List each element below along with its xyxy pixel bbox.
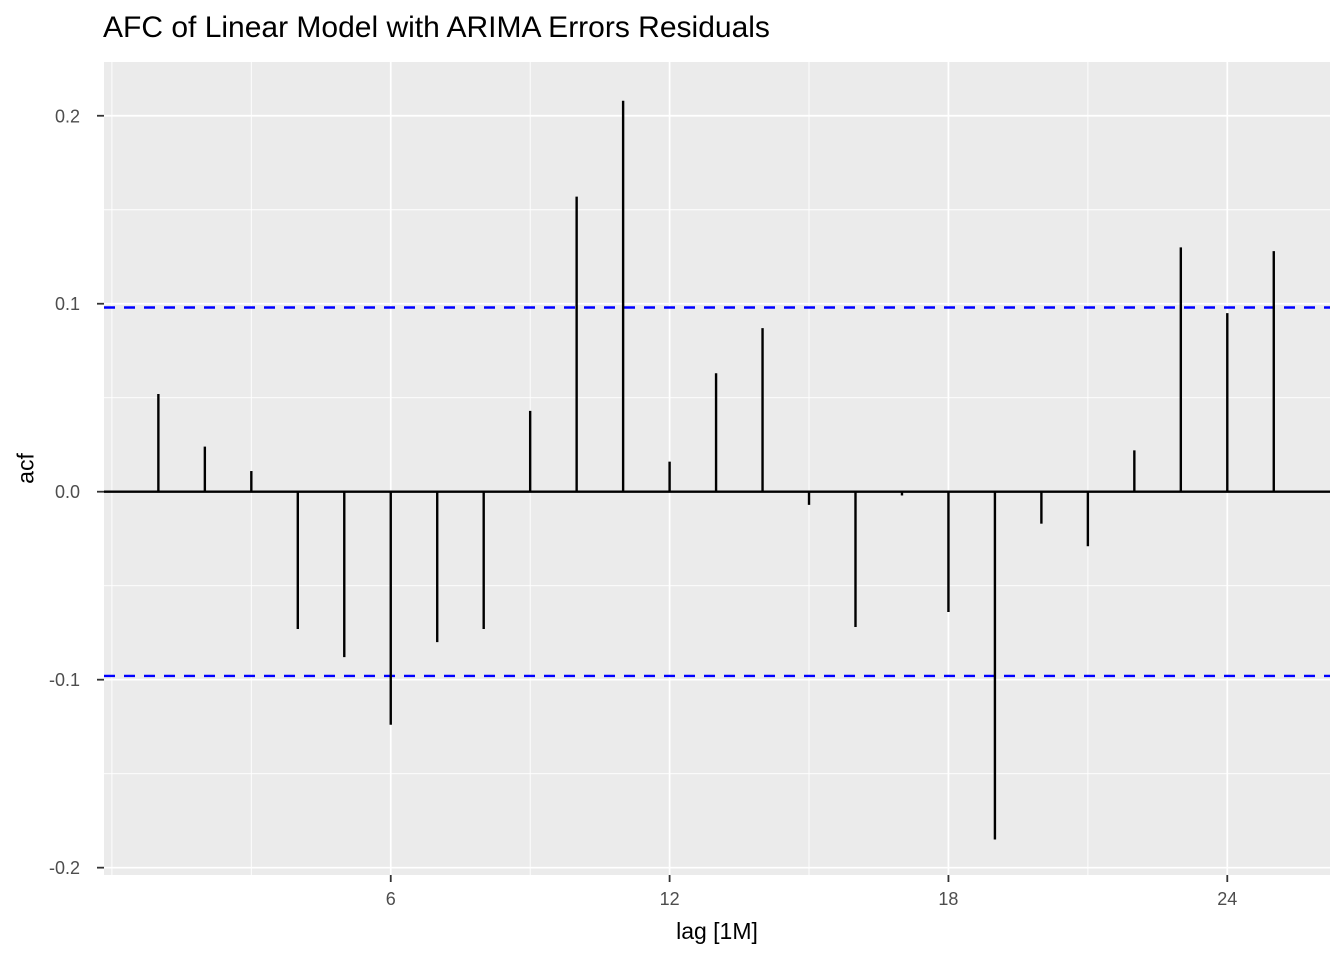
- x-axis-title: lag [1M]: [676, 918, 758, 944]
- y-tick-label: -0.2: [49, 858, 80, 878]
- y-tick-label: 0.2: [55, 106, 80, 126]
- chart-title: AFC of Linear Model with ARIMA Errors Re…: [103, 11, 770, 44]
- x-tick-label: 6: [386, 889, 396, 909]
- x-tick-label: 24: [1217, 889, 1237, 909]
- x-tick-label: 18: [938, 889, 958, 909]
- x-tick-label: 12: [660, 889, 680, 909]
- y-tick-label: 0.1: [55, 294, 80, 314]
- y-tick-label: 0.0: [55, 482, 80, 502]
- y-axis-title: acf: [12, 452, 39, 484]
- y-tick-label: -0.1: [49, 670, 80, 690]
